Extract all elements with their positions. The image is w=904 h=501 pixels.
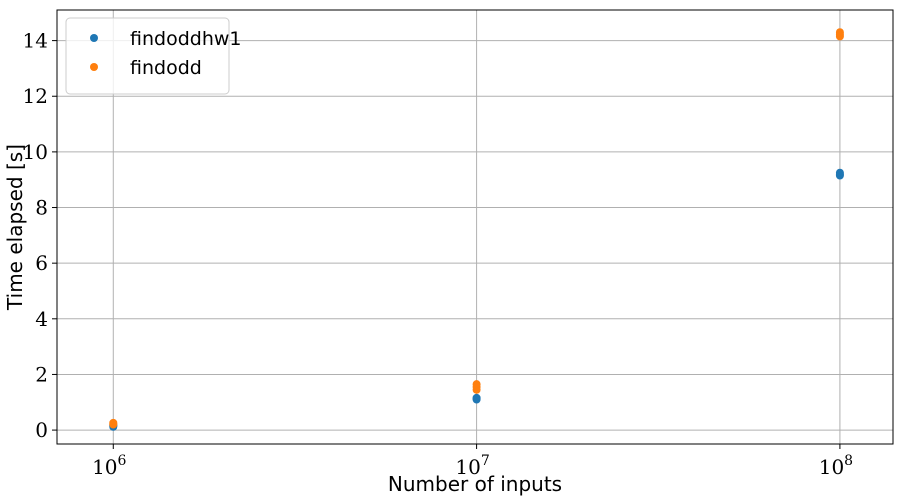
data-point	[109, 418, 118, 427]
data-points	[109, 28, 844, 431]
x-tick-label: 107	[455, 453, 489, 479]
y-axis-label: Time elapsed [s]	[3, 144, 27, 311]
y-tick-label: 12	[23, 84, 48, 108]
x-axis-label: Number of inputs	[388, 472, 562, 496]
data-point	[472, 380, 481, 389]
data-point	[835, 168, 844, 177]
x-tick-label: 106	[92, 453, 126, 479]
y-tick-label: 2	[35, 362, 48, 386]
grid-lines	[57, 10, 893, 444]
legend-label: findoddhw1	[130, 28, 242, 50]
y-tick-label: 0	[35, 418, 48, 442]
legend-label: findodd	[130, 57, 202, 79]
legend-box	[65, 17, 230, 95]
axis-ticks: 106 107 108 0 2 4 6 8 10 12 14	[23, 29, 854, 479]
data-point	[835, 28, 844, 37]
legend-marker	[90, 34, 98, 42]
data-point	[472, 393, 481, 402]
legend-marker	[90, 63, 98, 71]
y-tick-label: 4	[35, 307, 48, 331]
x-tick-label: 108	[819, 453, 853, 479]
y-tick-label: 14	[23, 29, 48, 53]
y-tick-label: 10	[23, 140, 48, 164]
y-tick-label: 8	[35, 196, 48, 220]
legend: findoddhw1 findodd	[65, 17, 242, 95]
y-tick-label: 6	[35, 251, 48, 275]
plot-frame	[56, 9, 894, 445]
